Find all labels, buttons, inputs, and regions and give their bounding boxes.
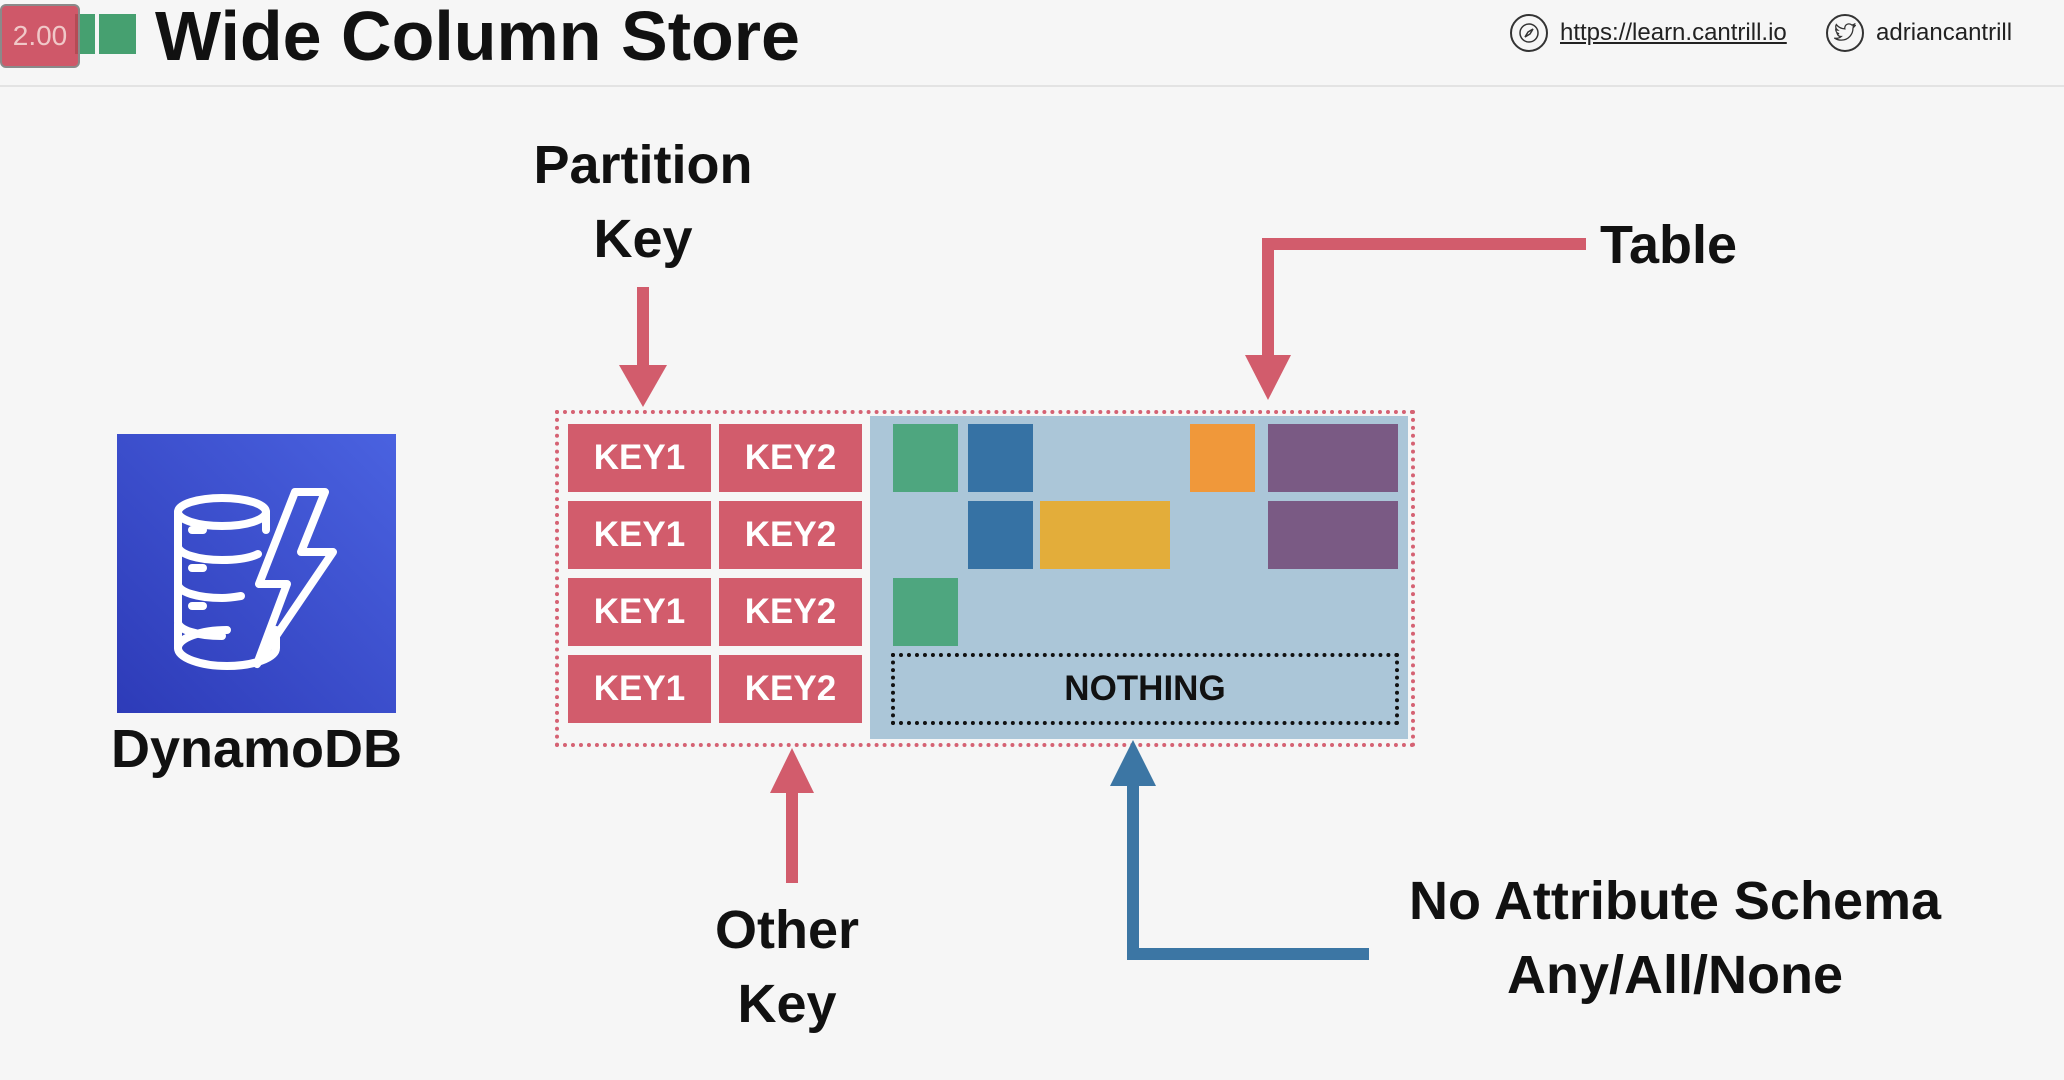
twitter-icon: [1826, 14, 1864, 52]
empty-row-box: NOTHING: [891, 653, 1399, 725]
dynamodb-logo: [117, 434, 396, 713]
partition-key-cell: KEY1: [568, 501, 711, 569]
header-divider: [0, 85, 2064, 87]
attribute-block-blue: [968, 424, 1033, 492]
no-schema-label-line1: No Attribute Schema: [1408, 871, 1942, 931]
sort-key-cell: KEY2: [719, 578, 862, 646]
attribute-block-yellow: [1040, 501, 1170, 569]
progress-segment: [116, 14, 136, 54]
attribute-block-orange: [1190, 424, 1255, 492]
website-link[interactable]: https://learn.cantrill.io: [1510, 14, 1787, 52]
partition-key-arrow: [619, 287, 667, 407]
table-boundary: [555, 410, 1415, 747]
other-key-label-line1: Other: [714, 900, 860, 960]
sort-key-cell: KEY2: [719, 501, 862, 569]
no-schema-label: No Attribute Schema Any/All/None: [1380, 864, 1970, 1012]
sort-key-cell: KEY2: [719, 424, 862, 492]
dynamodb-label: DynamoDB: [110, 719, 403, 779]
progress-segment: [99, 14, 119, 54]
other-key-arrow: [770, 748, 814, 883]
database-lightning-icon: [174, 488, 337, 670]
playback-speed-badge[interactable]: 2.00: [0, 4, 80, 68]
table-label: Table: [1600, 215, 1738, 275]
website-url[interactable]: https://learn.cantrill.io: [1560, 19, 1787, 46]
twitter-handle: adriancantrill: [1876, 19, 2013, 46]
progress-segment: [75, 14, 95, 54]
attribute-block-green: [893, 424, 958, 492]
no-schema-arrow: [1110, 740, 1369, 960]
table-arrow: [1245, 238, 1586, 400]
partition-key-cell: KEY1: [568, 424, 711, 492]
other-key-label-line2: Key: [737, 974, 837, 1034]
page-title: Wide Column Store: [155, 0, 800, 75]
other-key-label: Other Key: [680, 893, 894, 1041]
attribute-block-purple: [1268, 424, 1398, 492]
partition-key-label-line2: Key: [593, 209, 693, 269]
attribute-block-purple: [1268, 501, 1398, 569]
twitter-link[interactable]: adriancantrill: [1826, 14, 2012, 52]
partition-key-cell: KEY1: [568, 655, 711, 723]
partition-key-label-line1: Partition: [533, 135, 753, 195]
attribute-block-blue: [968, 501, 1033, 569]
attribute-block-green: [893, 578, 958, 646]
no-schema-label-line2: Any/All/None: [1506, 945, 1844, 1005]
compass-icon: [1510, 14, 1548, 52]
partition-key-cell: KEY1: [568, 578, 711, 646]
partition-key-label: Partition Key: [510, 128, 776, 276]
sort-key-cell: KEY2: [719, 655, 862, 723]
